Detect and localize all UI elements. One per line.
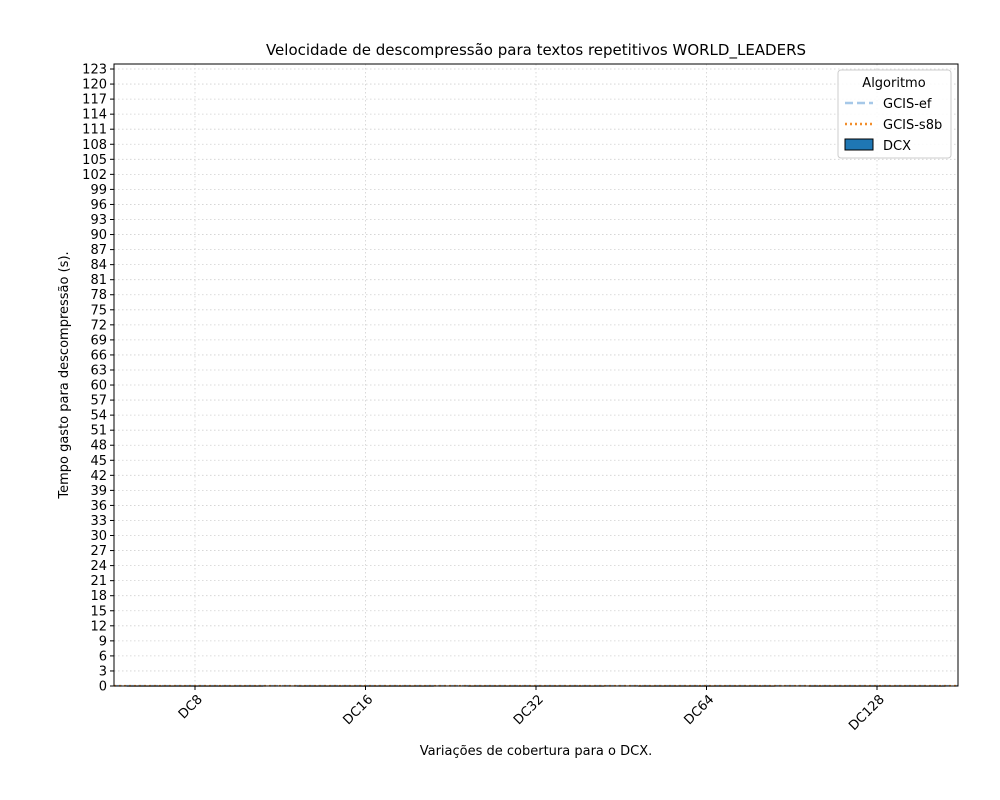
- y-tick-label: 93: [90, 213, 107, 228]
- legend-label-gcis-s8b: GCIS-s8b: [883, 118, 942, 133]
- y-tick-label: 21: [90, 574, 107, 589]
- x-axis: DC8 DC16 DC32 DC64 DC128: [176, 686, 888, 734]
- y-tick-label: 45: [90, 454, 107, 469]
- y-tick-label: 33: [90, 514, 107, 529]
- y-tick-label: 123: [82, 63, 107, 78]
- y-tick-label: 111: [82, 123, 107, 138]
- y-tick-label: 57: [90, 394, 107, 409]
- y-tick-label: 78: [90, 288, 107, 303]
- y-tick-label: 105: [82, 153, 107, 168]
- x-tick-label-dc128: DC128: [846, 692, 888, 734]
- y-tick-label: 72: [90, 318, 107, 333]
- y-tick-label: 108: [82, 138, 107, 153]
- legend-label-gcis-ef: GCIS-ef: [883, 97, 932, 112]
- x-tick-label-dc32: DC32: [511, 692, 547, 728]
- y-tick-label: 6: [99, 649, 107, 664]
- legend: Algoritmo GCIS-ef GCIS-s8b DCX: [837, 69, 952, 159]
- x-axis-label: Variações de cobertura para o DCX.: [420, 744, 653, 759]
- y-tick-label: 75: [90, 303, 107, 318]
- y-tick-label: 102: [82, 168, 107, 183]
- y-tick-label: 63: [90, 363, 107, 378]
- legend-box: [837, 69, 952, 159]
- y-tick-label: 84: [90, 258, 107, 273]
- y-tick-label: 30: [90, 529, 107, 544]
- chart-title: Velocidade de descompressão para textos …: [266, 41, 806, 60]
- y-tick-label: 48: [90, 439, 107, 454]
- y-tick-label: 117: [82, 93, 107, 108]
- y-tick-label: 0: [99, 680, 107, 695]
- y-axis-label: Tempo gasto para descompressão (s).: [57, 251, 72, 499]
- y-tick-label: 54: [90, 409, 107, 424]
- y-tick-label: 96: [90, 198, 107, 213]
- y-tick-label: 99: [90, 183, 107, 198]
- y-tick-label: 42: [90, 469, 107, 484]
- y-tick-label: 18: [90, 589, 107, 604]
- legend-label-dcx: DCX: [883, 139, 911, 154]
- grid: [114, 64, 958, 687]
- y-tick-label: 51: [90, 424, 107, 439]
- y-tick-label: 15: [90, 604, 107, 619]
- y-tick-label: 9: [99, 634, 107, 649]
- y-tick-label: 66: [90, 348, 107, 363]
- y-tick-label: 36: [90, 499, 107, 514]
- y-tick-label: 3: [99, 664, 107, 679]
- x-tick-label-dc16: DC16: [341, 692, 377, 728]
- y-tick-label: 39: [90, 484, 107, 499]
- y-tick-label: 120: [82, 78, 107, 93]
- y-tick-label: 69: [90, 333, 107, 348]
- x-tick-label-dc64: DC64: [682, 692, 718, 728]
- y-tick-label: 81: [90, 273, 107, 288]
- y-tick-label: 60: [90, 379, 107, 394]
- y-tick-label: 90: [90, 228, 107, 243]
- x-tick-label-dc8: DC8: [176, 692, 206, 722]
- y-tick-label: 27: [90, 544, 107, 559]
- y-tick-label: 24: [90, 559, 107, 574]
- y-tick-label: 114: [82, 108, 107, 123]
- legend-title: Algoritmo: [862, 76, 925, 91]
- legend-swatch-dcx: [844, 138, 874, 151]
- y-tick-label: 87: [90, 243, 107, 258]
- y-tick-label: 12: [90, 619, 107, 634]
- y-axis: 0369121518212427303336394245485154576063…: [82, 63, 114, 695]
